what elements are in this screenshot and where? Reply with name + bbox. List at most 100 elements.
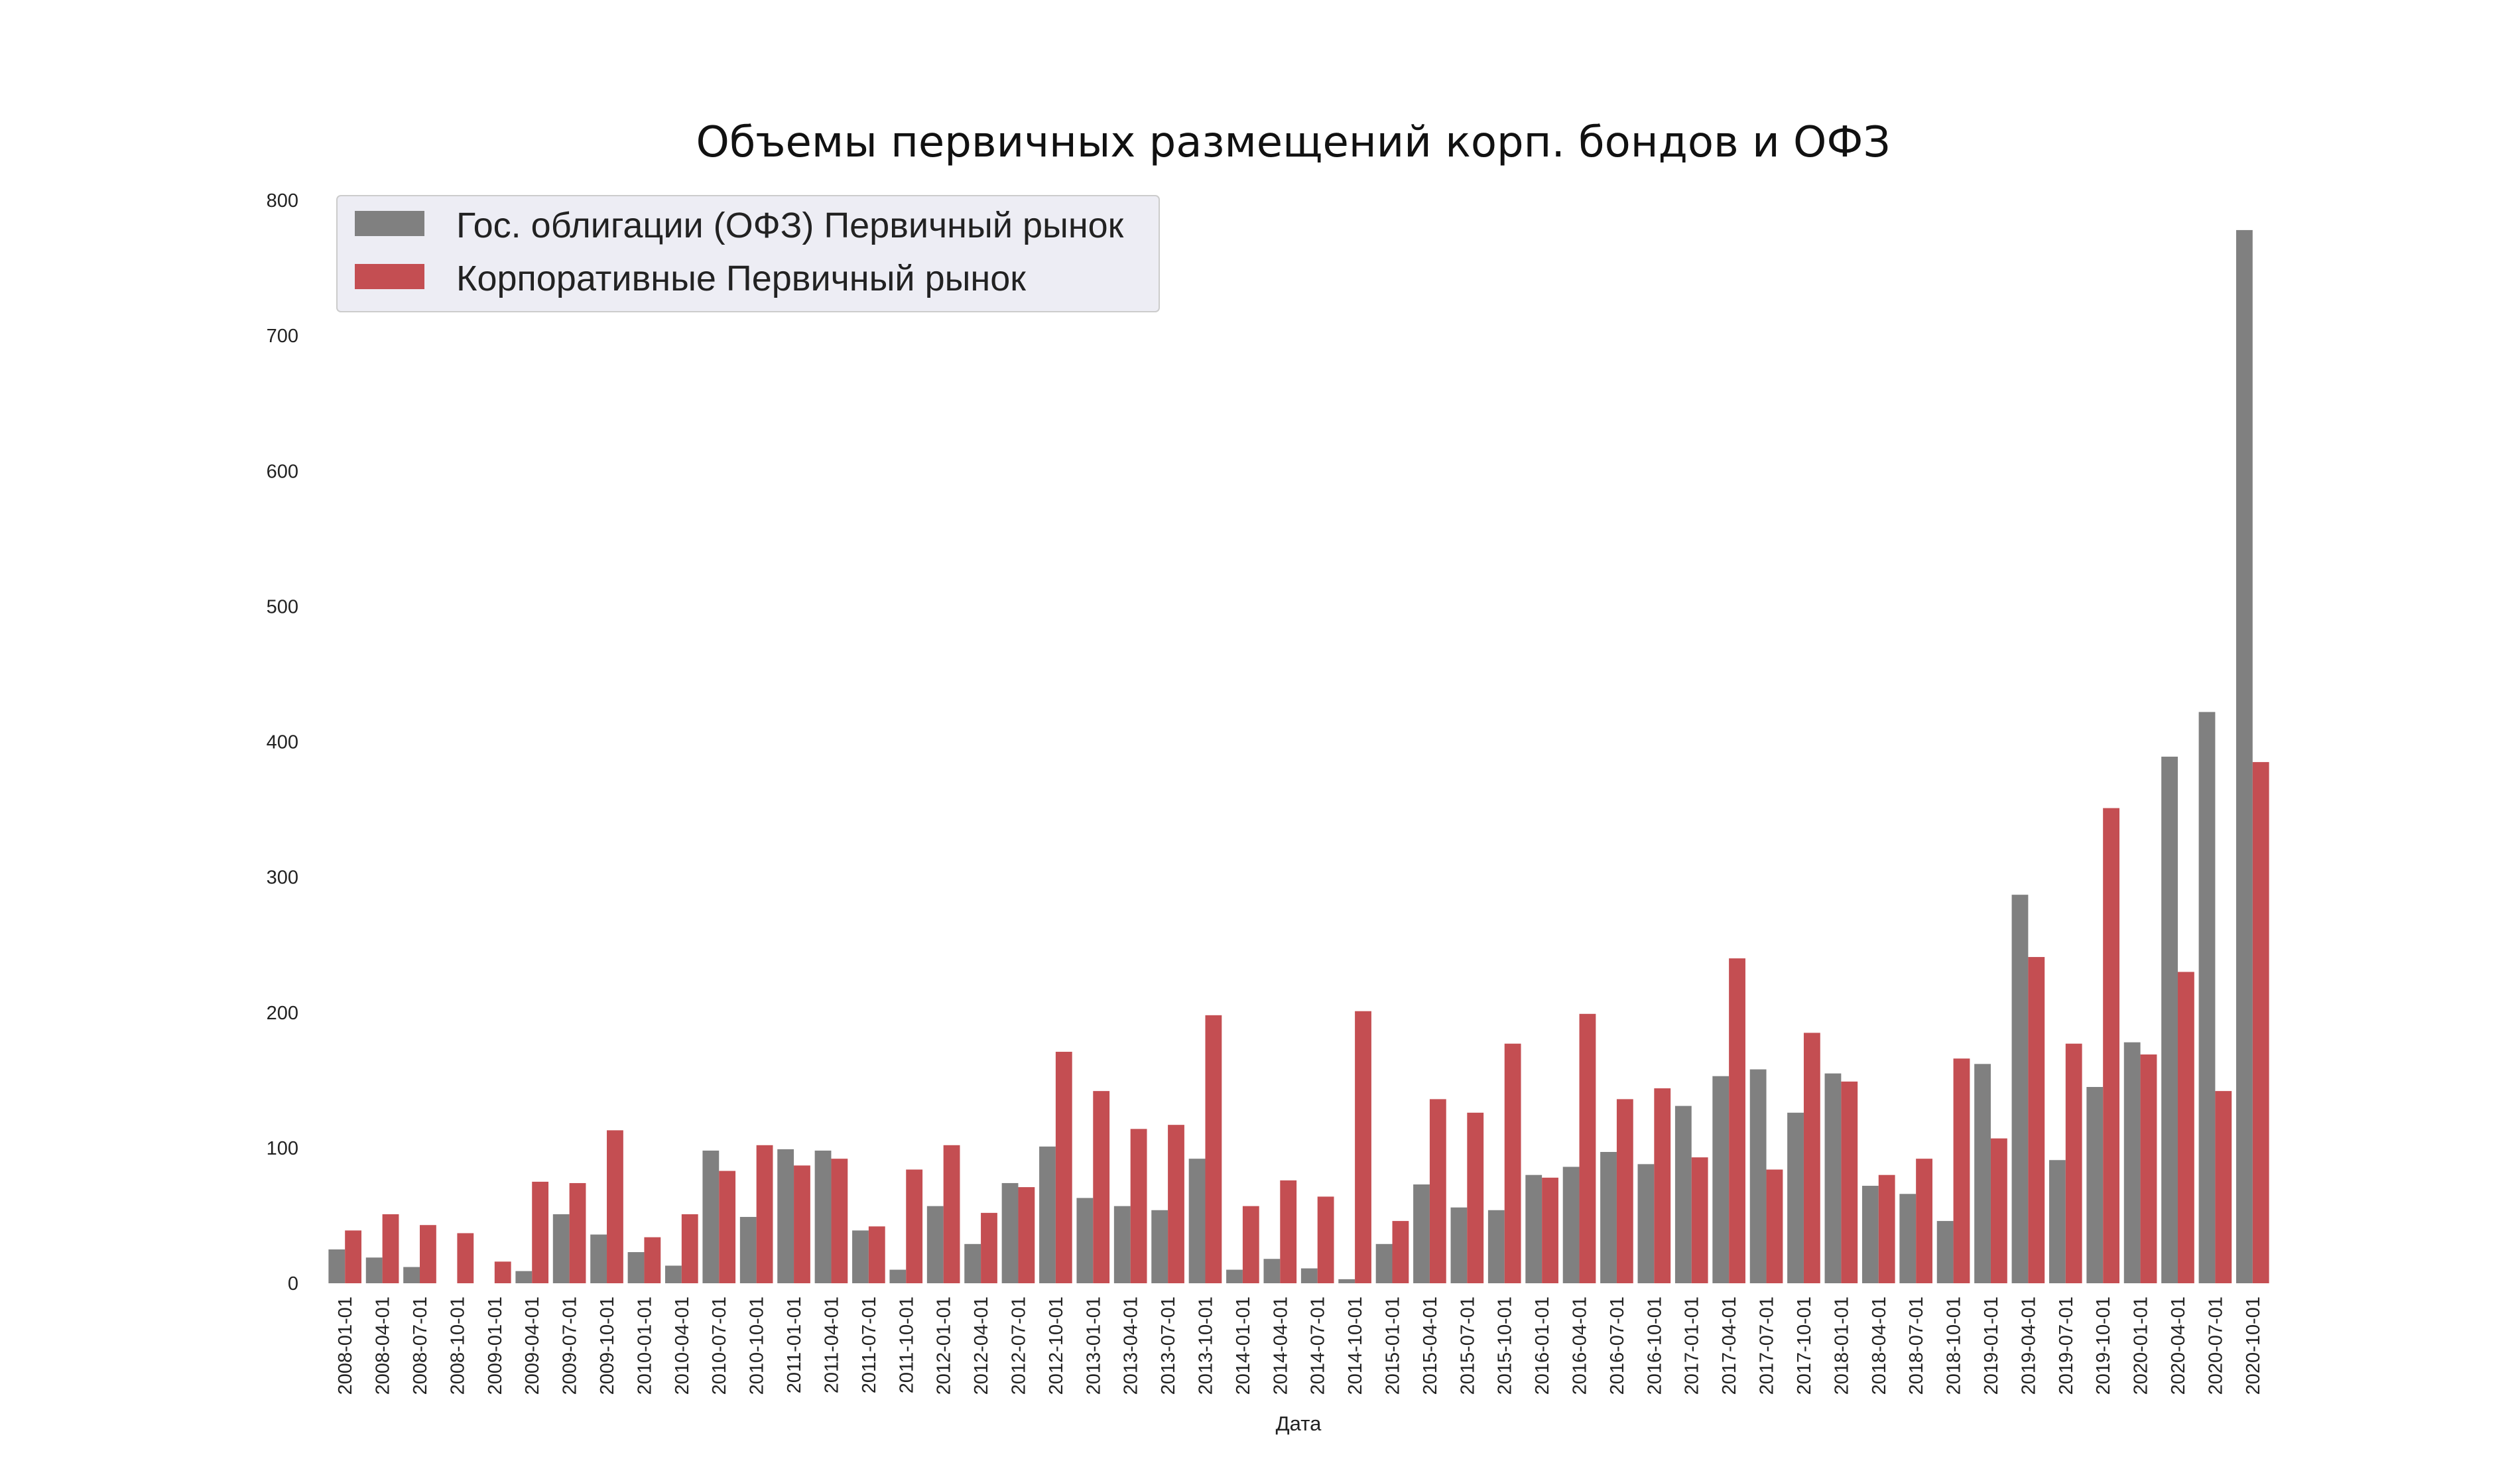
bar-ofz bbox=[590, 1234, 607, 1283]
bar-corporate bbox=[981, 1212, 997, 1283]
x-tick-label: 2010-10-01 bbox=[747, 1297, 768, 1395]
legend[interactable]: Гос. облигации (ОФЗ) Первичный рынок Кор… bbox=[336, 195, 1160, 312]
x-axis-label: Дата bbox=[1276, 1412, 1322, 1435]
x-tick-label: 2008-04-01 bbox=[373, 1297, 394, 1395]
bar-corporate bbox=[1691, 1157, 1708, 1283]
bar-corporate bbox=[868, 1226, 885, 1283]
x-tick-label: 2011-10-01 bbox=[896, 1297, 917, 1393]
bar-corporate bbox=[1168, 1125, 1184, 1283]
bar-corporate bbox=[2252, 762, 2269, 1283]
y-tick-label: 100 bbox=[267, 1138, 298, 1159]
chart-title: Объемы первичных размещений корп. бондов… bbox=[696, 118, 1891, 167]
x-tick-label: 2009-01-01 bbox=[485, 1297, 506, 1395]
bar-ofz bbox=[1936, 1221, 1954, 1283]
x-tick-label: 2015-01-01 bbox=[1383, 1297, 1404, 1395]
x-tick-label: 2010-01-01 bbox=[634, 1297, 655, 1395]
y-tick-label: 800 bbox=[267, 190, 298, 212]
bar-corporate bbox=[2103, 808, 2119, 1283]
x-tick-label: 2018-04-01 bbox=[1869, 1297, 1890, 1395]
bar-corporate bbox=[457, 1233, 474, 1283]
y-tick-label: 300 bbox=[267, 867, 298, 889]
bar-ofz bbox=[1674, 1106, 1692, 1283]
x-tick-label: 2008-07-01 bbox=[410, 1297, 431, 1395]
bar-corporate bbox=[1841, 1081, 1858, 1283]
bar-ofz bbox=[1113, 1206, 1131, 1283]
bar-corporate bbox=[794, 1165, 810, 1283]
bar-corporate bbox=[494, 1261, 511, 1283]
legend-label-ofz: Гос. облигации (ОФЗ) Первичный рынок bbox=[456, 206, 1124, 245]
bar-corporate bbox=[1280, 1180, 1297, 1283]
x-tick-label: 2015-10-01 bbox=[1495, 1297, 1516, 1395]
bar-ofz bbox=[889, 1269, 907, 1283]
x-tick-label: 2013-10-01 bbox=[1195, 1297, 1216, 1395]
x-tick-label: 2020-04-01 bbox=[2168, 1297, 2189, 1395]
bar-corporate bbox=[1990, 1138, 2007, 1283]
bar-corporate bbox=[2065, 1043, 2082, 1283]
x-tick-label: 2013-07-01 bbox=[1158, 1297, 1179, 1395]
x-tick-label: 2018-10-01 bbox=[1944, 1297, 1965, 1395]
bar-corporate bbox=[532, 1181, 549, 1283]
x-tick-label: 2011-04-01 bbox=[821, 1297, 842, 1393]
x-tick-label: 2008-10-01 bbox=[447, 1297, 468, 1395]
x-tick-label: 2017-10-01 bbox=[1794, 1297, 1815, 1395]
bar-ofz bbox=[552, 1214, 570, 1283]
x-tick-label: 2011-07-01 bbox=[859, 1297, 880, 1393]
bar-corporate bbox=[906, 1169, 923, 1283]
bar-ofz bbox=[1861, 1186, 1879, 1283]
legend-swatch-ofz bbox=[355, 211, 424, 236]
bar-ofz bbox=[1151, 1210, 1168, 1283]
x-tick-label: 2014-10-01 bbox=[1345, 1297, 1366, 1395]
y-tick-label: 500 bbox=[267, 596, 298, 617]
bar-ofz bbox=[926, 1206, 944, 1283]
bar-ofz bbox=[515, 1271, 533, 1283]
x-tick-label: 2012-10-01 bbox=[1046, 1297, 1067, 1395]
bar-ofz bbox=[777, 1149, 794, 1283]
bar-corporate bbox=[1504, 1043, 1521, 1283]
bar-ofz bbox=[1188, 1159, 1206, 1283]
bar-ofz bbox=[739, 1216, 757, 1283]
bar-ofz bbox=[1525, 1174, 1543, 1283]
bar-ofz bbox=[2011, 895, 2029, 1283]
x-tick-label: 2020-07-01 bbox=[2205, 1297, 2226, 1395]
bar-corporate bbox=[1654, 1088, 1671, 1283]
bar-ofz bbox=[1637, 1164, 1655, 1283]
y-tick-label: 600 bbox=[267, 461, 298, 482]
x-tick-label: 2018-07-01 bbox=[1906, 1297, 1927, 1395]
x-tick-label: 2013-04-01 bbox=[1121, 1297, 1142, 1395]
bar-corporate bbox=[1355, 1011, 1371, 1283]
bar-ofz bbox=[1749, 1069, 1767, 1283]
bar-ofz bbox=[627, 1252, 645, 1283]
bar-ofz bbox=[1824, 1073, 1842, 1283]
y-tick-label: 0 bbox=[288, 1273, 298, 1295]
x-tick-label: 2010-07-01 bbox=[709, 1297, 730, 1395]
bar-corporate bbox=[2215, 1091, 2232, 1283]
bar-ofz bbox=[365, 1257, 383, 1283]
x-tick-label: 2017-04-01 bbox=[1719, 1297, 1740, 1395]
bar-ofz bbox=[1600, 1152, 1617, 1283]
bar-corporate bbox=[756, 1145, 773, 1283]
bar-ofz bbox=[1375, 1243, 1393, 1283]
bar-ofz bbox=[1487, 1210, 1505, 1283]
x-tick-label: 2019-07-01 bbox=[2056, 1297, 2077, 1395]
y-axis-ticks: 0 100 200 300 400 500 600 700 800 bbox=[267, 190, 298, 1295]
x-tick-label: 2017-07-01 bbox=[1757, 1297, 1778, 1395]
bar-corporate bbox=[1579, 1013, 1596, 1283]
x-tick-label: 2020-10-01 bbox=[2243, 1297, 2264, 1395]
x-tick-label: 2012-07-01 bbox=[1008, 1297, 1029, 1395]
x-tick-label: 2019-10-01 bbox=[2093, 1297, 2114, 1395]
bar-corporate bbox=[1018, 1187, 1035, 1283]
bar-corporate bbox=[1916, 1159, 1932, 1283]
bar-ofz bbox=[2236, 229, 2253, 1283]
bar-corporate bbox=[1616, 1099, 1633, 1283]
bar-corporate bbox=[1467, 1112, 1484, 1283]
bar-corporate bbox=[607, 1130, 623, 1283]
bar-corporate bbox=[943, 1145, 960, 1283]
bar-corporate bbox=[681, 1214, 698, 1283]
x-tick-label: 2008-01-01 bbox=[335, 1297, 356, 1395]
bar-ofz bbox=[1450, 1207, 1468, 1283]
x-tick-label: 2017-01-01 bbox=[1682, 1297, 1703, 1395]
bar-corporate bbox=[1392, 1221, 1409, 1283]
x-tick-label: 2009-04-01 bbox=[522, 1297, 543, 1395]
bar-ofz bbox=[702, 1150, 720, 1283]
